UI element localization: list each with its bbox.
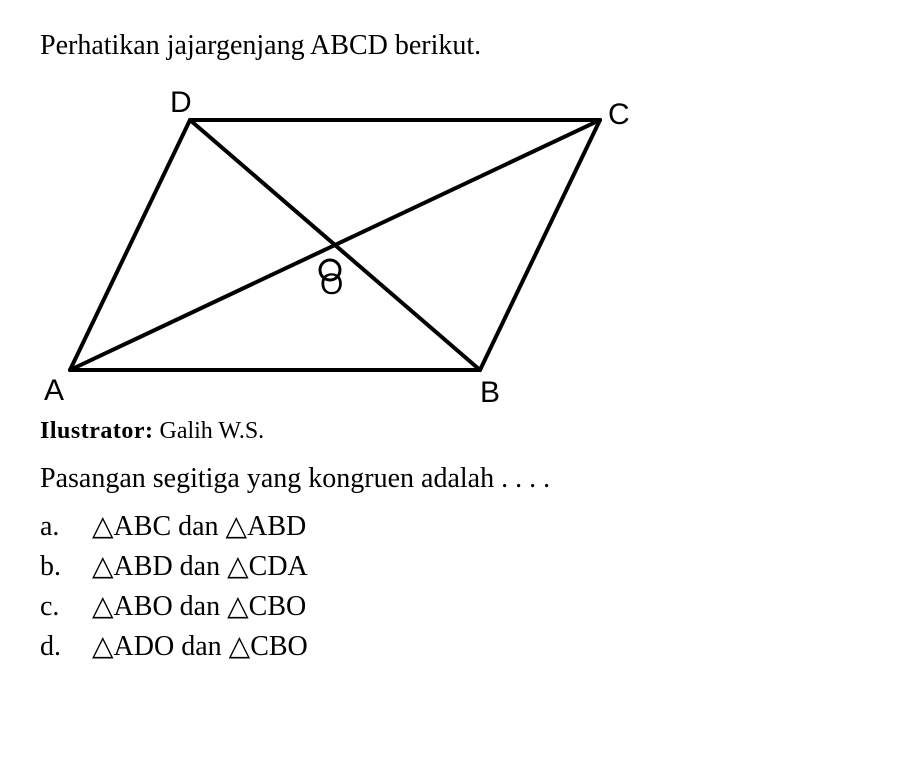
parallelogram-figure: A B C D O [40,80,880,410]
option-letter: d. [40,631,92,663]
question-text: Pasangan segitiga yang kongruen adalah .… [40,463,880,495]
option-row: c.△ABO dan △CBO [40,589,880,623]
parallelogram-svg: A B C D O [40,80,660,410]
svg-text:O: O [320,268,343,301]
svg-text:D: D [170,86,192,119]
triangle-icon: △ [227,549,249,583]
triangle-icon: △ [92,629,114,663]
option-row: a.△ABC dan △ABD [40,509,880,543]
option-letter: b. [40,551,92,583]
illustrator-name: Galih W.S. [159,418,264,444]
triangle-icon: △ [227,589,249,623]
triangle-icon: △ [92,589,114,623]
option-row: d.△ADO dan △CBO [40,629,880,663]
illustrator-credit: Ilustrator: Galih W.S. [40,418,880,445]
triangle-icon: △ [226,509,248,543]
svg-text:B: B [480,376,500,409]
option-text: △ABD dan △CDA [92,549,308,583]
options-list: a.△ABC dan △ABDb.△ABD dan △CDAc.△ABO dan… [40,509,880,663]
option-text: △ADO dan △CBO [92,629,308,663]
option-letter: a. [40,511,92,543]
illustrator-label: Ilustrator: [40,418,153,444]
svg-text:C: C [608,98,630,131]
option-text: △ABC dan △ABD [92,509,306,543]
svg-text:A: A [44,374,64,407]
triangle-icon: △ [229,629,251,663]
triangle-icon: △ [92,509,114,543]
option-text: △ABO dan △CBO [92,589,306,623]
triangle-icon: △ [92,549,114,583]
page-title: Perhatikan jajargenjang ABCD berikut. [40,30,880,62]
option-row: b.△ABD dan △CDA [40,549,880,583]
option-letter: c. [40,591,92,623]
